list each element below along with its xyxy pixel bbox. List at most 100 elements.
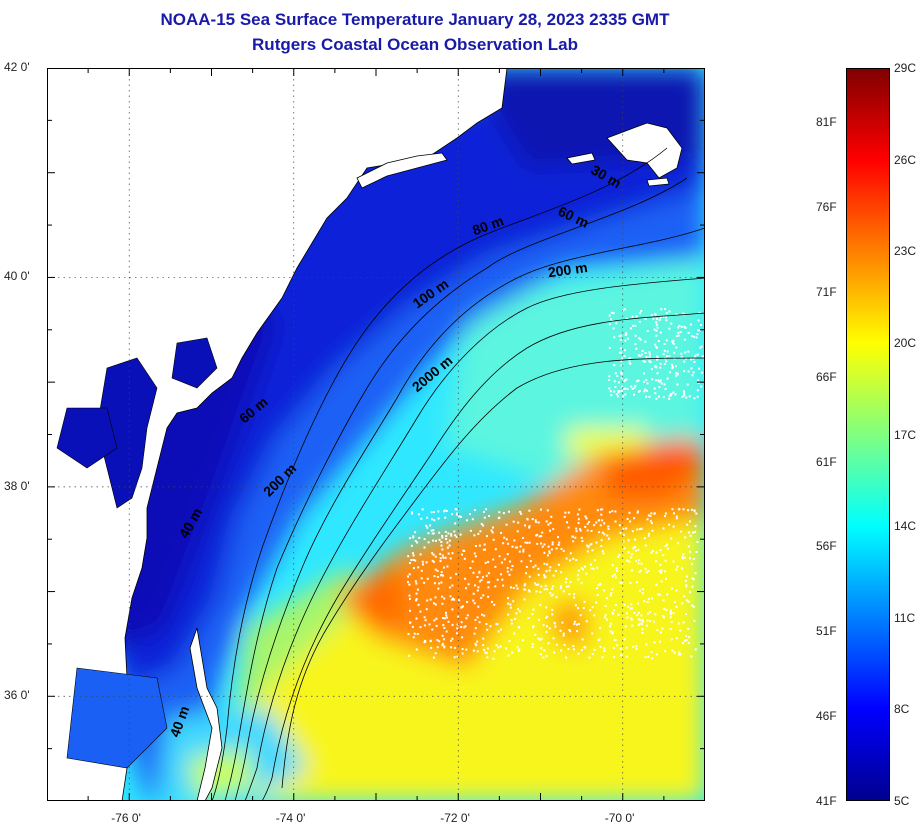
cloud-speck [412,559,415,561]
cloud-speck [685,584,688,587]
cloud-speck [431,518,433,521]
cloud-speck [435,624,438,627]
cloud-speck [636,614,639,617]
cloud-speck [562,590,565,593]
cloud-speck [649,361,652,364]
colorbar-celsius-label-2: 23C [894,244,917,259]
cloud-speck [471,560,474,563]
cloud-speck [554,625,557,628]
cloud-speck [663,383,666,386]
cloud-speck [617,556,620,558]
cloud-speck [662,599,665,602]
cloud-speck [608,379,611,381]
cloud-speck [537,567,540,570]
cloud-speck [666,377,669,380]
cloud-speck [641,620,644,623]
cloud-speck [539,653,542,656]
cloud-speck [649,515,652,517]
cloud-speck [614,639,617,642]
cloud-speck [685,599,688,602]
cloud-speck [687,531,690,534]
cloud-speck [455,573,458,576]
cloud-speck [517,521,520,524]
cloud-speck [495,644,498,647]
cloud-speck [689,323,692,326]
cloud-speck [690,367,693,370]
cloud-speck [576,574,579,577]
cloud-speck [558,541,561,544]
cloud-speck [554,570,557,572]
cloud-speck [641,628,644,631]
cloud-speck [654,379,657,382]
cloud-speck [609,630,612,633]
cloud-speck [515,612,518,615]
cloud-speck [581,540,584,543]
cloud-speck [601,531,604,534]
cloud-speck [489,625,492,628]
cloud-speck [526,517,529,520]
cloud-speck [671,363,673,366]
cloud-speck [653,620,655,623]
cloud-speck [427,541,430,544]
cloud-speck [610,318,612,321]
cloud-speck [660,580,663,583]
cloud-speck [672,391,675,394]
cloud-speck [644,352,647,354]
cloud-speck [547,554,549,557]
cloud-speck [662,554,665,557]
cloud-speck [535,584,538,586]
cloud-speck [576,630,578,633]
cloud-speck [604,605,607,607]
cloud-speck [425,608,428,611]
cloud-speck [417,566,420,569]
cloud-speck [662,615,665,617]
cloud-speck [566,521,568,524]
cloud-speck [618,351,621,354]
cloud-speck [482,548,485,551]
cloud-speck [658,570,661,573]
cloud-speck [615,393,618,396]
cloud-speck [620,371,623,374]
cloud-speck [648,360,651,363]
cloud-speck [616,644,619,647]
cloud-speck [435,617,438,620]
cloud-speck [528,525,531,528]
cloud-speck [676,565,679,568]
cloud-speck [524,583,527,586]
cloud-speck [408,594,411,597]
cloud-speck [669,616,672,619]
longitude-label-3: -70 0' [604,811,635,825]
cloud-speck [591,606,594,609]
cloud-speck [665,360,668,363]
longitude-label-2: -72 0' [440,811,470,825]
cloud-speck [522,537,524,539]
cloud-speck [644,340,647,343]
cloud-speck [474,627,477,630]
cloud-speck [569,552,572,555]
cloud-speck [434,596,437,599]
cloud-speck [646,619,649,622]
cloud-speck [502,512,505,515]
cloud-speck [647,612,649,615]
cloud-speck [537,573,540,576]
cloud-speck [679,331,682,333]
cloud-speck [675,346,678,349]
cloud-speck [606,597,609,600]
cloud-speck [454,522,457,525]
cloud-speck [696,353,699,356]
cloud-speck [545,606,548,609]
cloud-speck [575,530,578,533]
cloud-speck [494,565,497,568]
cloud-speck [448,544,451,547]
cloud-speck [682,312,685,315]
cloud-speck [542,656,545,659]
cloud-speck [541,531,544,534]
cloud-speck [619,334,622,337]
latitude-label-3: 36 0' [4,688,30,703]
cloud-speck [614,510,617,513]
cloud-speck [593,524,596,527]
cloud-speck [664,559,667,562]
cloud-speck [568,593,571,596]
cloud-speck [677,331,680,334]
cloud-speck [619,338,622,341]
